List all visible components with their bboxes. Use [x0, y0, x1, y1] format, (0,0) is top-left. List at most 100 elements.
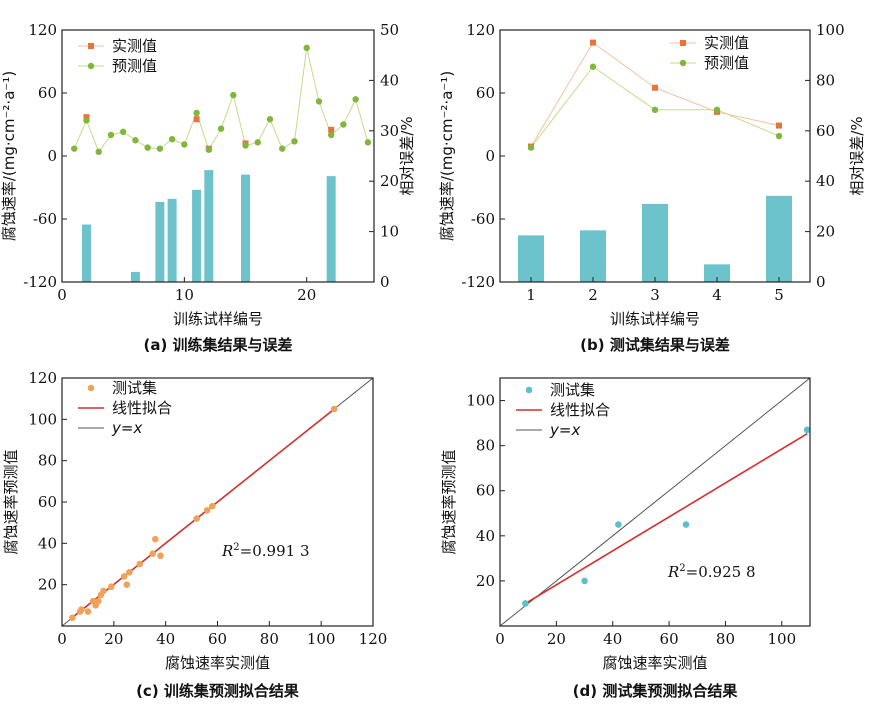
data-point-21 [330, 405, 338, 413]
r-squared-annotation: R2=0.991 3 [221, 542, 310, 560]
x-tick-label: 40 [156, 630, 175, 648]
predicted-point-7 [144, 144, 151, 151]
y-tick-label: 80 [38, 452, 57, 470]
predicted-point-14 [230, 91, 237, 99]
predicted-point-22 [327, 131, 335, 139]
predicted-point-12 [205, 146, 213, 153]
x-tick-label: 60 [660, 630, 679, 648]
measured-point-3 [652, 84, 658, 91]
legend-label-points: 测试集 [112, 379, 157, 397]
predicted-point-19 [291, 138, 298, 145]
predicted-point-16 [254, 139, 261, 146]
predicted-point-10 [181, 141, 188, 148]
x-tick-label: 80 [260, 630, 279, 648]
legend-marker-points [525, 386, 533, 394]
data-point-12 [123, 581, 131, 588]
fit-line [524, 433, 808, 605]
predicted-point-15 [242, 142, 249, 149]
panel-a: -120 -60 0 60 120 0 10 20 30 40 50 0 10 20 腐蚀速率/(mg·cm… [0, 21, 416, 354]
predicted-point-21 [315, 98, 323, 105]
x-axis-label: 腐蚀速率实测值 [165, 654, 270, 672]
legend-label-identity: y=x [549, 421, 580, 439]
x-tick-label: 40 [603, 630, 622, 648]
measured-point-2 [193, 116, 200, 123]
x-axis-label: 腐蚀速率实测值 [602, 654, 707, 672]
x-axis-label: 训练试样编号 [610, 310, 700, 328]
y-tick-label: 120 [466, 21, 495, 39]
data-point-14 [136, 560, 144, 568]
data-point-2 [581, 577, 588, 585]
data-point-4 [682, 521, 690, 528]
predicted-point-5 [775, 132, 783, 140]
y-tick-label: 60 [476, 84, 495, 102]
identity-line [499, 377, 811, 627]
r2-superscript: 2 [679, 563, 685, 574]
error-bar-4 [704, 264, 730, 282]
data-point-1 [69, 614, 76, 622]
plot-frame [499, 377, 811, 627]
y2-tick-label: 20 [816, 223, 835, 241]
y-tick-label: 60 [38, 84, 57, 102]
x-tick-label: 20 [547, 630, 566, 648]
x-tick-label: 60 [208, 630, 227, 648]
measured-point-5 [328, 126, 335, 133]
r2-symbol: R [667, 563, 679, 581]
y2-tick-label: 10 [380, 223, 399, 241]
y-tick-label: 100 [466, 392, 495, 410]
y2-axis-label: 相对误差/% [848, 116, 866, 195]
y-tick-label: -120 [23, 273, 57, 291]
y-tick-label: 100 [28, 410, 57, 428]
legend-label-measured: 实测值 [112, 37, 157, 55]
x-tick-label: 3 [650, 286, 660, 304]
y2-tick-label: 80 [816, 71, 835, 89]
r-squared-annotation: R2=0.925 8 [667, 563, 756, 581]
data-point-20 [209, 502, 216, 510]
data-point-16 [152, 535, 159, 543]
predicted-point-11 [193, 109, 200, 117]
legend-marker-points [87, 384, 95, 392]
x-tick-label: 0 [495, 630, 505, 648]
fit-line [71, 408, 335, 619]
error-bar-5 [192, 189, 202, 282]
x-tick-label: 5 [774, 286, 784, 304]
error-bar-2 [580, 230, 606, 282]
measured-point-5 [776, 122, 782, 129]
y-tick-label: -60 [471, 210, 495, 228]
x-tick-label: 0 [57, 630, 67, 648]
y2-tick-label: 0 [816, 273, 826, 291]
y2-tick-label: 60 [816, 122, 835, 140]
predicted-point-2 [589, 63, 597, 70]
data-point-11 [120, 573, 128, 580]
x-tick-label: 100 [307, 630, 336, 648]
data-point-3 [78, 606, 85, 613]
legend-label-predicted: 预测值 [112, 57, 157, 75]
data-point-17 [157, 552, 164, 560]
error-bar-7 [241, 174, 251, 282]
legend-marker-predicted [679, 59, 687, 67]
x-tick-label: 80 [716, 630, 735, 648]
legend-label-predicted: 预测值 [704, 54, 749, 72]
panel-caption: (a) 训练集结果与误差 [143, 336, 292, 354]
y2-tick-label: 40 [816, 172, 835, 190]
error-bar-2 [130, 271, 140, 282]
data-point-4 [84, 608, 92, 615]
predicted-point-17 [266, 116, 274, 123]
predicted-point-3 [651, 106, 659, 114]
legend-marker-predicted [87, 62, 95, 70]
y-tick-label: 120 [28, 21, 57, 39]
legend-label-fit: 线性拟合 [112, 399, 172, 417]
x-tick-label: 1 [526, 286, 536, 304]
x-tick-label: 0 [57, 286, 67, 304]
legend-label-measured: 实测值 [704, 34, 749, 52]
x-tick-label: 120 [359, 630, 388, 648]
panel-b: -120 -60 0 60 120 0 20 40 60 80 100 1 2 3 4 5 腐蚀速率/(mg·c… [438, 21, 866, 354]
y-tick-label: 40 [38, 534, 57, 552]
y-tick-label: 80 [476, 437, 495, 455]
r2-value: =0.925 8 [686, 563, 756, 581]
y-tick-label: -120 [461, 273, 495, 291]
data-point-3 [615, 521, 622, 528]
error-bar-1 [518, 235, 544, 282]
y-axis-label: 腐蚀速率/(mg·cm⁻²·a⁻¹) [438, 71, 456, 241]
